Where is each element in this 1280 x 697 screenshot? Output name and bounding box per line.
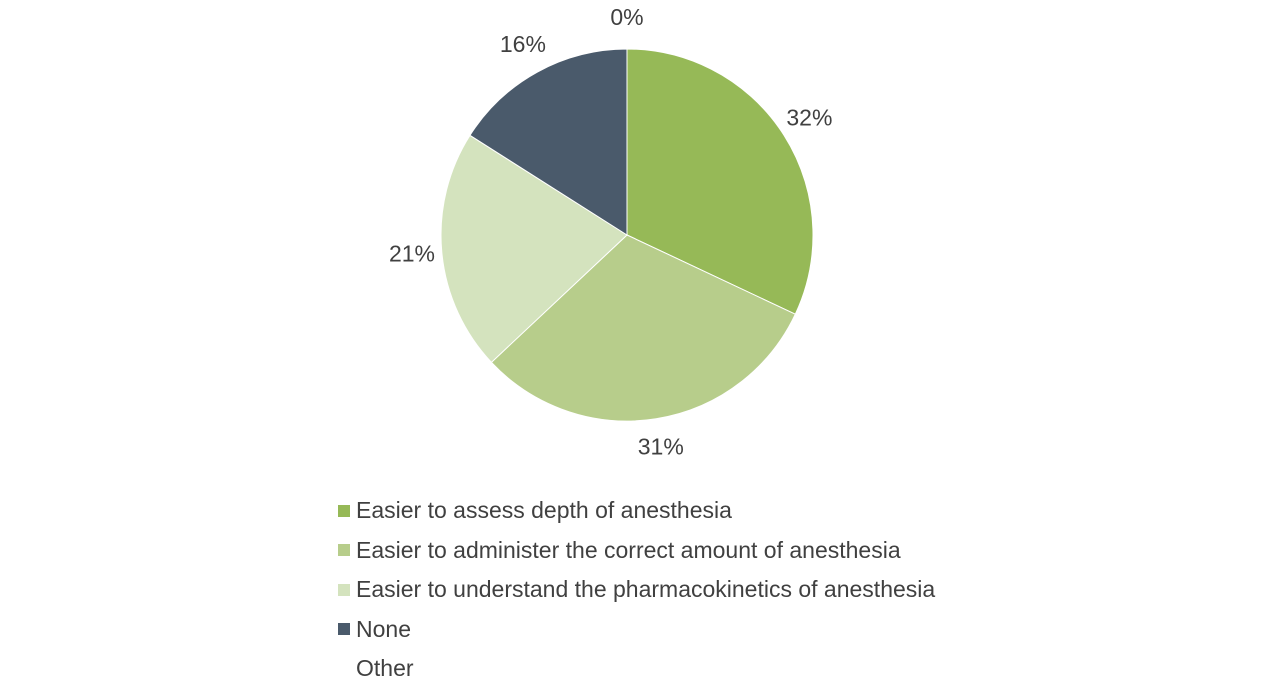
data-label-easier-to-understand-the-pharmacokinetics-of-anesthesia: 21% [389,240,435,266]
legend-item-other: Other [338,649,1238,689]
legend-label-other: Other [356,655,414,682]
legend-label-administer-amount: Easier to administer the correct amount … [356,536,901,563]
data-label-other: 0% [610,4,643,30]
legend-item-none: None [338,610,1238,650]
data-label-easier-to-assess-depth-of-anesthesia: 32% [786,104,832,130]
legend-item-assess-depth: Easier to assess depth of anesthesia [338,491,1238,531]
pie-slice-easier-to-understand-the-pharmacokinetics-of-anesthesia [440,134,628,364]
pie-data-labels: 32% 31% 21% 16% 0% [389,4,832,459]
pie-slice-easier-to-assess-depth-of-anesthesia [626,48,814,315]
legend-swatch-assess-depth [338,504,350,517]
legend-label-none: None [356,615,411,642]
legend-label-pharmacokinetics: Easier to understand the pharmacokinetic… [356,576,936,603]
pie-slices [440,48,814,422]
data-label-none: 16% [500,31,546,57]
legend-swatch-pharmacokinetics [338,583,350,596]
legend: Easier to assess depth of anesthesia Eas… [338,491,1238,689]
data-label-easier-to-administer-the-correct-amount-of-anesthesia: 31% [638,433,684,459]
legend-swatch-other [338,662,350,675]
legend-item-administer-amount: Easier to administer the correct amount … [338,531,1238,571]
legend-swatch-none [338,623,350,636]
pie-slice-none [469,48,628,236]
legend-item-pharmacokinetics: Easier to understand the pharmacokinetic… [338,570,1238,610]
legend-swatch-administer-amount [338,544,350,557]
legend-label-assess-depth: Easier to assess depth of anesthesia [356,497,732,524]
pie-slice-easier-to-administer-the-correct-amount-of-anesthesia [490,234,796,422]
